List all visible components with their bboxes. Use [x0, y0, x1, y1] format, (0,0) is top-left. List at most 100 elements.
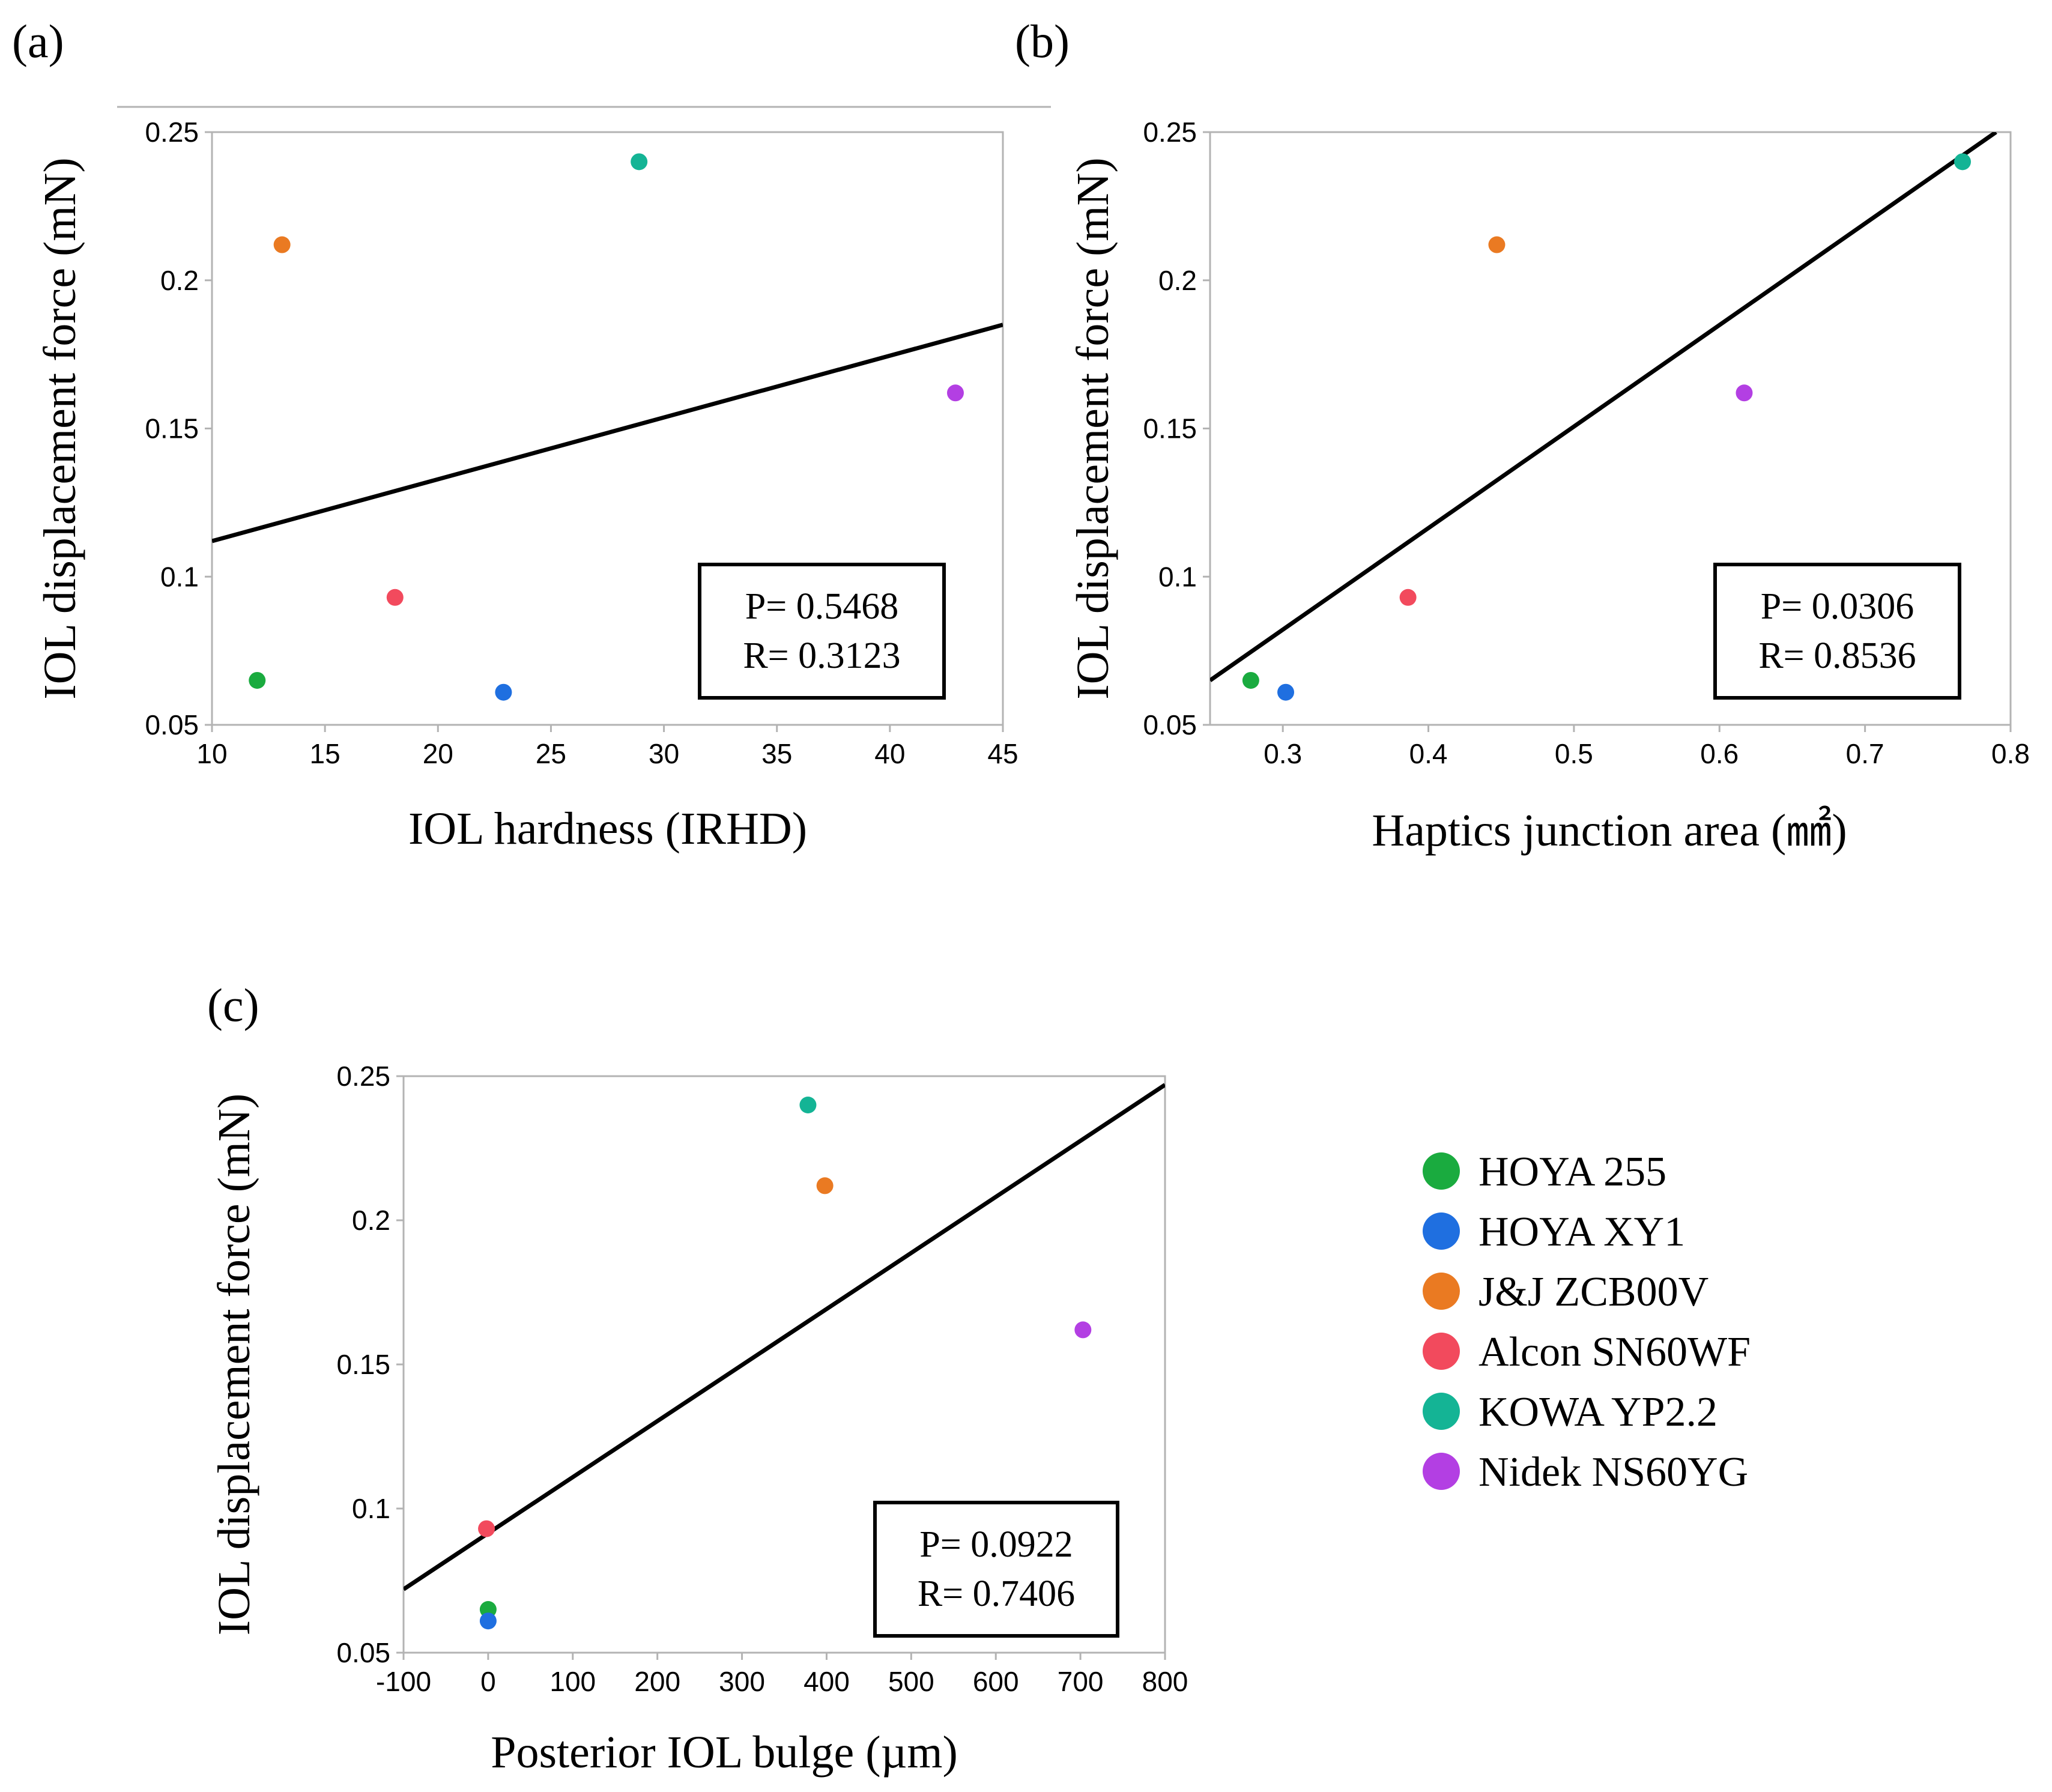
x-tick-label: 45	[987, 738, 1018, 769]
chart-panel-c: (c) 0.05 0.1 0.15 0.2 0.25 -100 0 100 200 300 400 50…	[207, 979, 1188, 1778]
panels: (a) 0.05 0.1 0.15 0.2 0.25 10 15 20 25 30 35 40 45 IOL…	[12, 15, 2030, 1778]
legend-label: HOYA XY1	[1478, 1209, 1685, 1255]
p-value: P= 0.5468	[745, 586, 898, 627]
x-tick-label: 0	[480, 1666, 496, 1697]
legend-marker	[1423, 1152, 1460, 1190]
x-tick-label: 35	[761, 738, 792, 769]
x-axis-label: Haptics junction area (㎟)	[1372, 805, 1847, 856]
legend-marker	[1423, 1212, 1460, 1250]
data-point	[1488, 236, 1506, 253]
x-tick-label: 200	[634, 1666, 680, 1697]
x-tick-label: 0.3	[1264, 738, 1302, 769]
p-value: P= 0.0306	[1761, 586, 1914, 627]
data-point	[479, 1601, 497, 1618]
x-tick-label: 0.4	[1409, 738, 1448, 769]
data-point	[1399, 589, 1417, 606]
legend-marker	[1423, 1273, 1460, 1310]
x-tick-label: 10	[196, 738, 227, 769]
chart-panel-a: (a) 0.05 0.1 0.15 0.2 0.25 10 15 20 25 30 35 40 45 IOL…	[12, 15, 1051, 854]
x-tick-label: 0.7	[1846, 738, 1884, 769]
x-tick-label: 700	[1058, 1666, 1104, 1697]
chart-panel-b: (b) 0.05 0.1 0.15 0.2 0.25 0.3 0.4 0.5 0.6 0.7 0.8 H…	[1015, 15, 2030, 856]
data-point	[495, 683, 512, 701]
data-point	[479, 1612, 497, 1630]
data-point	[1074, 1321, 1092, 1339]
panel-label: (c)	[207, 979, 259, 1031]
r-value: R= 0.8536	[1758, 635, 1916, 676]
legend: HOYA 255 HOYA XY1 J&J ZCB00V Alcon SN60WF KO…	[1423, 1149, 1751, 1495]
panel-label: (b)	[1015, 15, 1070, 67]
x-tick-label: 0.6	[1700, 738, 1739, 769]
y-tick-label: 0.2	[160, 265, 199, 296]
legend-label: Alcon SN60WF	[1478, 1329, 1751, 1375]
legend-item: Alcon SN60WF	[1423, 1329, 1751, 1375]
x-tick-label: -100	[376, 1666, 431, 1697]
stats-box	[873, 1501, 1119, 1638]
y-axis-label: IOL displacement force (mN)	[209, 1094, 259, 1635]
y-axis-label: IOL displacement force (mN)	[35, 157, 85, 699]
data-point	[386, 589, 404, 606]
data-point	[273, 236, 291, 253]
legend-marker	[1423, 1333, 1460, 1370]
legend-item: HOYA 255	[1423, 1149, 1666, 1195]
y-tick-label: 0.25	[1143, 117, 1197, 148]
legend-item: Nidek NS60YG	[1423, 1449, 1748, 1495]
regression-line	[1210, 132, 1997, 682]
y-tick-label: 0.2	[352, 1205, 390, 1236]
y-tick-label: 0.25	[145, 117, 199, 148]
x-tick-label: 40	[874, 738, 905, 769]
y-tick-label: 0.1	[352, 1493, 390, 1524]
regression-line	[404, 1083, 1165, 1591]
y-tick-label: 0.15	[1143, 413, 1197, 444]
x-tick-label: 500	[888, 1666, 934, 1697]
legend-label: HOYA 255	[1478, 1149, 1666, 1195]
x-tick-label: 100	[549, 1666, 596, 1697]
y-tick-label: 0.1	[1158, 561, 1197, 592]
x-tick-label: 300	[719, 1666, 765, 1697]
data-point	[1277, 683, 1295, 701]
x-tick-label: 600	[973, 1666, 1019, 1697]
x-tick-label: 0.8	[1991, 738, 2030, 769]
stats-box	[698, 563, 946, 700]
y-tick-label: 0.15	[336, 1349, 390, 1380]
r-value: R= 0.3123	[743, 635, 900, 676]
y-tick-label: 0.05	[145, 709, 199, 740]
y-tick-label: 0.15	[145, 413, 199, 444]
x-tick-label: 30	[649, 738, 679, 769]
legend-label: KOWA YP2.2	[1478, 1389, 1718, 1435]
legend-item: J&J ZCB00V	[1423, 1269, 1708, 1315]
data-point	[946, 384, 964, 402]
r-value: R= 0.7406	[918, 1573, 1075, 1614]
y-tick-label: 0.2	[1158, 265, 1197, 296]
y-axis-label: IOL displacement force (mN)	[1068, 157, 1118, 699]
x-tick-label: 20	[423, 738, 453, 769]
regression-line	[212, 322, 1003, 543]
x-tick-label: 800	[1142, 1666, 1188, 1697]
x-axis-label: IOL hardness (IRHD)	[408, 804, 807, 854]
x-axis-label: Posterior IOL bulge (µm)	[491, 1727, 958, 1778]
x-tick-label: 15	[310, 738, 340, 769]
panel-label: (a)	[12, 15, 64, 67]
x-tick-label: 0.5	[1555, 738, 1593, 769]
x-tick-label: 400	[804, 1666, 850, 1697]
p-value: P= 0.0922	[919, 1524, 1073, 1565]
data-point	[631, 153, 648, 171]
legend-marker	[1423, 1393, 1460, 1430]
data-point	[478, 1520, 495, 1537]
data-point	[1954, 153, 1972, 171]
y-tick-label: 0.05	[336, 1637, 390, 1668]
legend-label: Nidek NS60YG	[1478, 1449, 1748, 1495]
stats-box	[1713, 563, 1961, 700]
legend-label: J&J ZCB00V	[1478, 1269, 1708, 1315]
data-point	[249, 671, 266, 689]
y-tick-label: 0.25	[336, 1061, 390, 1092]
y-tick-label: 0.1	[160, 561, 199, 592]
data-point	[816, 1177, 834, 1194]
legend-item: KOWA YP2.2	[1423, 1389, 1718, 1435]
y-tick-label: 0.05	[1143, 709, 1197, 740]
x-tick-label: 25	[536, 738, 566, 769]
data-point	[799, 1097, 817, 1113]
data-point	[1736, 384, 1753, 402]
legend-item: HOYA XY1	[1423, 1209, 1685, 1255]
